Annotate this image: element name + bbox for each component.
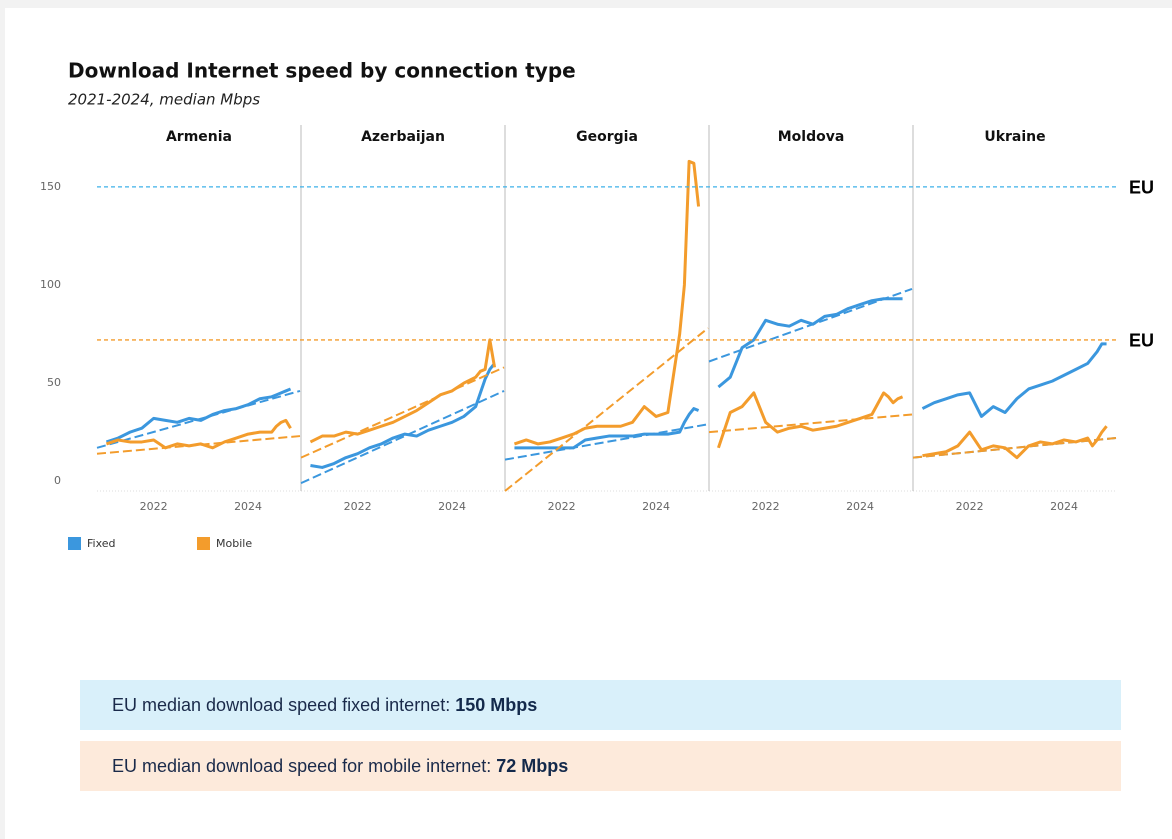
series-line <box>513 159 701 446</box>
chart-subtitle: 2021-2024, median Mbps <box>68 91 260 109</box>
series-line <box>717 391 904 449</box>
x-tick-label: 2022 <box>140 500 168 513</box>
panel-title: Georgia <box>576 129 638 145</box>
callout-value: 72 Mbps <box>496 756 569 776</box>
reference-label: EU <box>1129 331 1154 351</box>
panel-title: Ukraine <box>984 129 1045 145</box>
series-line <box>310 362 496 469</box>
x-tick-label: 2024 <box>234 500 262 513</box>
x-tick-label: 2024 <box>642 500 670 513</box>
x-tick-label: 2024 <box>846 500 874 513</box>
trend-line <box>96 435 301 455</box>
panel-title: Moldova <box>778 129 845 145</box>
y-tick-label: 0 <box>54 474 61 487</box>
x-tick-label: 2024 <box>1050 500 1078 513</box>
callout-fixed: EU median download speed fixed internet:… <box>80 680 1121 730</box>
x-tick-label: 2022 <box>548 500 576 513</box>
trend-line <box>504 327 709 492</box>
trend-line <box>708 287 913 363</box>
series-line <box>105 418 292 450</box>
x-tick-label: 2024 <box>438 500 466 513</box>
trend-line <box>300 390 505 485</box>
legend-label: Mobile <box>216 537 252 550</box>
series-line <box>309 338 497 444</box>
reference-label: EU <box>1129 178 1154 198</box>
series-line <box>105 387 292 444</box>
legend-label: Fixed <box>87 537 116 550</box>
y-tick-label: 50 <box>47 376 61 389</box>
panel-title: Armenia <box>166 129 232 145</box>
trend-line <box>504 423 709 461</box>
x-tick-label: 2022 <box>344 500 372 513</box>
trend-line <box>708 413 913 434</box>
callout-value: 150 Mbps <box>455 695 538 715</box>
x-tick-label: 2022 <box>752 500 780 513</box>
legend-swatch <box>197 537 210 550</box>
callout-text: EU median download speed for mobile inte… <box>112 756 497 776</box>
series-line <box>922 425 1108 460</box>
x-tick-label: 2022 <box>956 500 984 513</box>
series-line <box>514 407 700 450</box>
series-line <box>717 297 903 389</box>
panel-title: Azerbaijan <box>361 129 445 145</box>
legend-swatch <box>68 537 81 550</box>
callout-text: EU median download speed fixed internet: <box>112 695 456 715</box>
card: Download Internet speed by connection ty… <box>5 8 1172 839</box>
callout-mobile: EU median download speed for mobile inte… <box>80 741 1121 791</box>
trend-line <box>300 366 505 459</box>
y-tick-label: 150 <box>40 180 61 193</box>
chart: Download Internet speed by connection ty… <box>40 59 1154 550</box>
y-tick-label: 100 <box>40 278 61 291</box>
series-line <box>921 342 1107 418</box>
chart-title: Download Internet speed by connection ty… <box>68 59 576 83</box>
